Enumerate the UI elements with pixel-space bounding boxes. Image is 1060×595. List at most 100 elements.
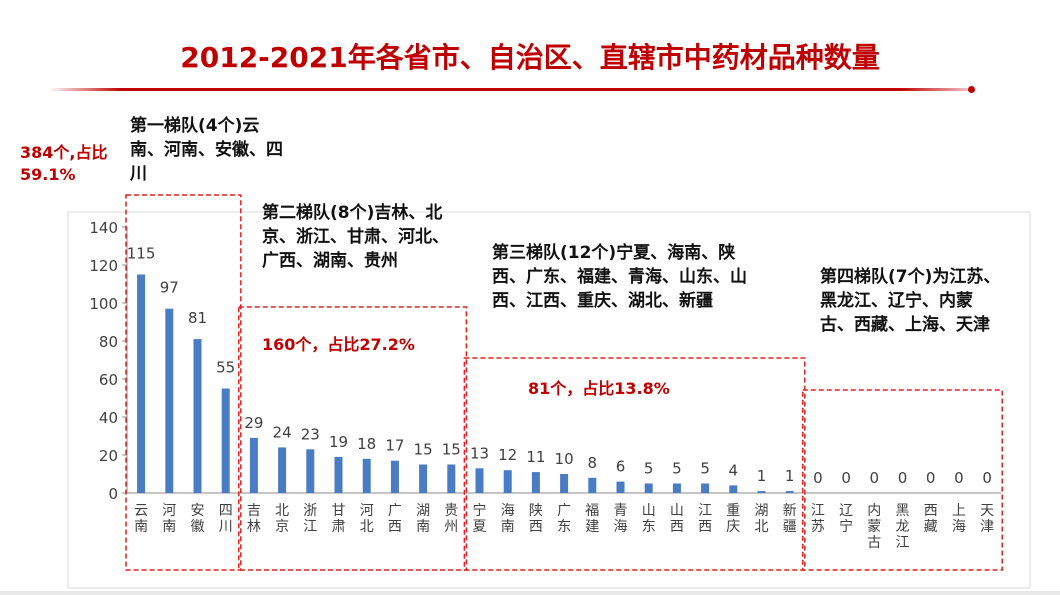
data-label: 12 (498, 446, 517, 464)
category-label: 西藏 (924, 503, 938, 535)
data-label: 0 (870, 469, 880, 487)
bar (137, 274, 146, 493)
category-label: 河南 (162, 503, 176, 535)
tier-2-label: 第二梯队(8个)吉林、北京、浙江、甘肃、河北、广西、湖南、贵州 (262, 203, 449, 271)
category-label: 浙江 (303, 503, 317, 535)
category-label: 天津 (980, 503, 994, 535)
bar (165, 308, 174, 493)
data-label: 5 (644, 460, 654, 478)
data-label: 97 (160, 279, 179, 297)
category-label: 上海 (952, 503, 966, 535)
data-label: 13 (470, 444, 489, 462)
tier-3-box (463, 357, 806, 571)
data-label: 1 (757, 467, 767, 485)
bar (447, 464, 456, 493)
tier-2-stat: 160个，占比27.2% (262, 335, 415, 354)
footer-rule (0, 591, 1060, 595)
data-label: 24 (273, 423, 292, 441)
category-label: 北京 (275, 503, 289, 535)
data-label: 18 (357, 435, 376, 453)
bar (306, 449, 315, 493)
category-label: 青海 (614, 503, 628, 535)
bar (757, 491, 766, 493)
category-label: 福建 (585, 503, 599, 535)
data-label: 23 (301, 425, 320, 443)
data-label: 11 (526, 448, 545, 466)
data-label: 0 (841, 469, 851, 487)
data-label: 115 (127, 245, 156, 263)
data-label: 81 (188, 309, 207, 327)
category-label: 宁夏 (473, 502, 487, 535)
tier-1-box (125, 194, 242, 571)
data-label: 10 (555, 450, 574, 468)
tier-boxes (125, 194, 1003, 571)
y-tick-label: 0 (108, 485, 118, 503)
bar (278, 447, 287, 493)
x-labels: 云南河南安徽四川吉林北京浙江甘肃河北广西湖南贵州宁夏海南陕西广东福建青海山东山西… (134, 502, 994, 551)
data-label: 19 (329, 433, 348, 451)
category-label: 安徽 (191, 503, 205, 535)
data-label: 0 (898, 469, 908, 487)
bar (785, 491, 794, 493)
tier-1-label: 第一梯队(4个)云南、河南、安徽、四川 (130, 116, 283, 184)
bar (362, 458, 371, 493)
category-label: 四川 (219, 503, 233, 535)
category-label: 湖北 (755, 503, 769, 535)
y-tick-label: 140 (89, 219, 118, 237)
data-label: 15 (414, 441, 433, 459)
tier-4-box (802, 389, 1003, 571)
data-label: 0 (982, 469, 992, 487)
data-label: 17 (385, 437, 404, 455)
bar (588, 477, 597, 493)
category-label: 江苏 (811, 503, 825, 535)
bar (729, 485, 738, 493)
data-label: 0 (954, 469, 964, 487)
tier-2-box (238, 306, 468, 571)
category-label: 云南 (134, 503, 148, 535)
bar (560, 474, 569, 493)
category-label: 贵州 (444, 503, 458, 535)
data-label: 8 (588, 454, 598, 472)
category-label: 广西 (388, 503, 402, 535)
bar (390, 460, 399, 493)
y-tick-label: 40 (99, 409, 118, 427)
category-label: 陕西 (529, 503, 543, 535)
data-label: 1 (785, 467, 795, 485)
bar (249, 437, 258, 493)
tier-3-stat: 81个，占比13.8% (528, 379, 670, 398)
category-label: 江西 (698, 503, 712, 535)
bar (701, 483, 710, 493)
category-label: 海南 (501, 503, 515, 535)
y-tick-label: 60 (99, 371, 118, 389)
y-tick-label: 120 (89, 257, 118, 275)
y-tick-label: 100 (89, 295, 118, 313)
bar (644, 483, 653, 493)
bar (672, 483, 681, 493)
data-label: 6 (616, 458, 626, 476)
plot-frame (67, 211, 1031, 589)
tier-4-label: 第四梯队(7个)为江苏、黑龙江、辽宁、内蒙古、西藏、上海、天津 (820, 267, 1001, 335)
page-title: 2012-2021年各省市、自治区、直辖市中药材品种数量 (180, 41, 880, 74)
category-label: 内蒙古 (867, 503, 881, 551)
category-label: 广东 (557, 503, 571, 535)
category-label: 甘肃 (332, 503, 346, 535)
category-label: 辽宁 (839, 503, 853, 535)
data-label: 55 (216, 359, 235, 377)
bar (531, 472, 540, 493)
bar (419, 464, 428, 493)
tier-3-label: 第三梯队(12个)宁夏、海南、陕西、广东、福建、青海、山东、山西、江西、重庆、湖… (492, 243, 747, 311)
data-label: 0 (813, 469, 823, 487)
data-label: 15 (442, 441, 461, 459)
bar (475, 468, 484, 493)
category-label: 山东 (642, 503, 656, 535)
tier-1-stat: 384个,占比59.1% (20, 143, 108, 184)
title-underline (48, 88, 973, 91)
category-label: 山西 (670, 503, 684, 535)
category-label: 河北 (360, 503, 374, 535)
category-label: 湖南 (416, 503, 430, 535)
data-label: 4 (729, 461, 739, 479)
bar (503, 470, 512, 493)
